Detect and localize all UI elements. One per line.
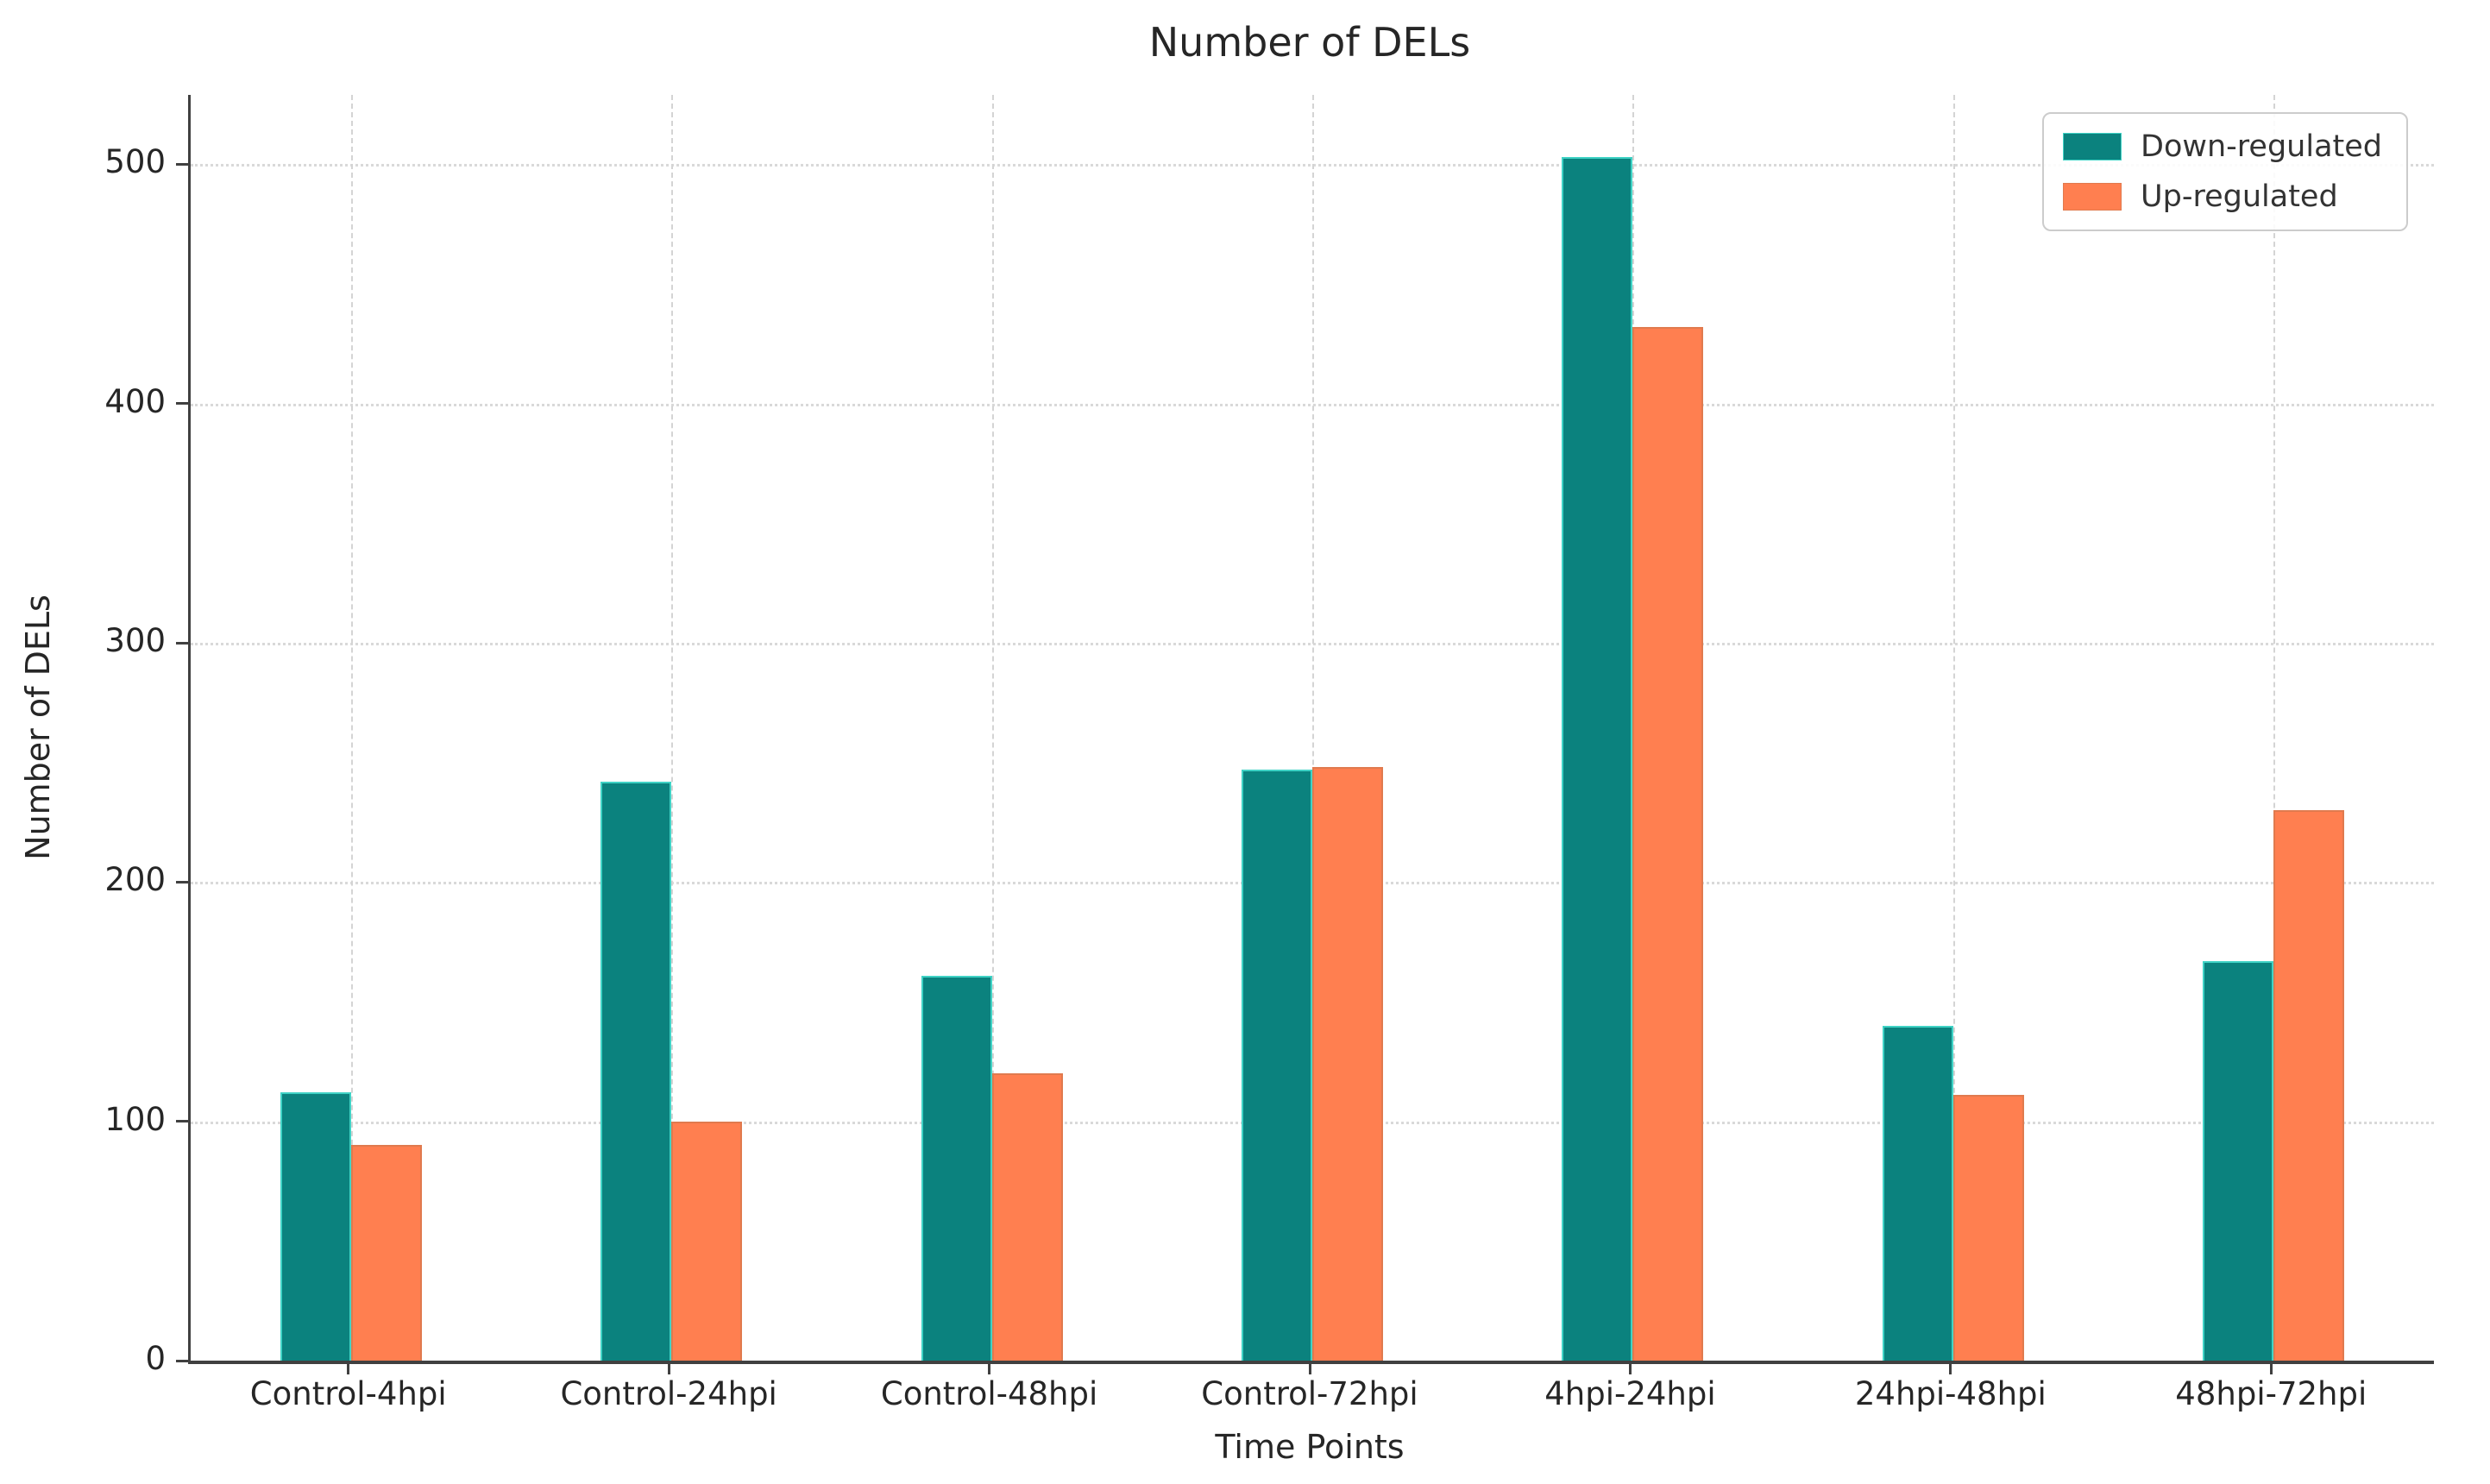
plot-area: Down-regulated Up-regulated (188, 95, 2434, 1364)
legend: Down-regulated Up-regulated (2042, 112, 2408, 231)
y-tick-mark (176, 641, 188, 645)
x-tick-label: Control-72hpi (1201, 1375, 1418, 1412)
bar-up-regulated (1312, 767, 1383, 1361)
bar-down-regulated (1562, 157, 1633, 1361)
bar-up-regulated (671, 1121, 743, 1361)
x-tick-mark (1308, 1364, 1311, 1374)
x-tick-label: Control-24hpi (560, 1375, 777, 1412)
x-tick-label: Control-4hpi (249, 1375, 447, 1412)
x-tick-mark (1949, 1364, 1952, 1374)
bar-down-regulated (921, 975, 992, 1361)
vertical-gridline (350, 95, 353, 1361)
bar-down-regulated (1242, 770, 1312, 1361)
chart-title: Number of DELs (1148, 19, 1471, 66)
x-tick-label: 48hpi-72hpi (2175, 1375, 2367, 1412)
x-tick-mark (347, 1364, 350, 1374)
bar-down-regulated (2203, 960, 2274, 1361)
bar-up-regulated (350, 1145, 422, 1361)
bar-up-regulated (2273, 810, 2345, 1361)
x-tick-mark (1628, 1364, 1632, 1374)
y-tick-label: 0 (145, 1340, 166, 1377)
vertical-gridline (1952, 95, 1955, 1361)
y-tick-label: 100 (104, 1100, 166, 1138)
vertical-gridline (2273, 95, 2276, 1361)
vertical-gridline (991, 95, 994, 1361)
x-tick-mark (988, 1364, 991, 1374)
y-tick-label: 300 (104, 622, 166, 660)
y-tick-label: 400 (104, 382, 166, 420)
x-tick-label: Control-48hpi (880, 1375, 1098, 1412)
x-tick-label: 24hpi-48hpi (1854, 1375, 2047, 1412)
x-axis-label: Time Points (1215, 1428, 1405, 1466)
legend-item-up-regulated: Up-regulated (2063, 179, 2382, 214)
bar-down-regulated (600, 781, 672, 1361)
bar-up-regulated (1952, 1095, 2024, 1361)
bar-up-regulated (1632, 327, 1704, 1361)
bar-down-regulated (1882, 1025, 1953, 1361)
y-tick-mark (176, 162, 188, 166)
bar-down-regulated (280, 1092, 351, 1361)
x-tick-mark (667, 1364, 670, 1374)
legend-item-down-regulated: Down-regulated (2063, 129, 2382, 164)
y-tick-mark (176, 402, 188, 406)
y-tick-mark (176, 880, 188, 883)
up-regulated-swatch (2063, 183, 2122, 211)
down-regulated-swatch (2063, 133, 2122, 160)
y-tick-label: 200 (104, 861, 166, 899)
vertical-gridline (671, 95, 674, 1361)
legend-label-up-regulated: Up-regulated (2141, 179, 2338, 214)
y-tick-label: 500 (104, 143, 166, 181)
x-tick-label: 4hpi-24hpi (1544, 1375, 1716, 1412)
x-tick-mark (2269, 1364, 2273, 1374)
y-tick-mark (176, 1359, 188, 1362)
y-tick-mark (176, 1120, 188, 1123)
bar-up-regulated (991, 1073, 1063, 1361)
vertical-gridline (1312, 95, 1314, 1361)
legend-label-down-regulated: Down-regulated (2141, 129, 2382, 164)
